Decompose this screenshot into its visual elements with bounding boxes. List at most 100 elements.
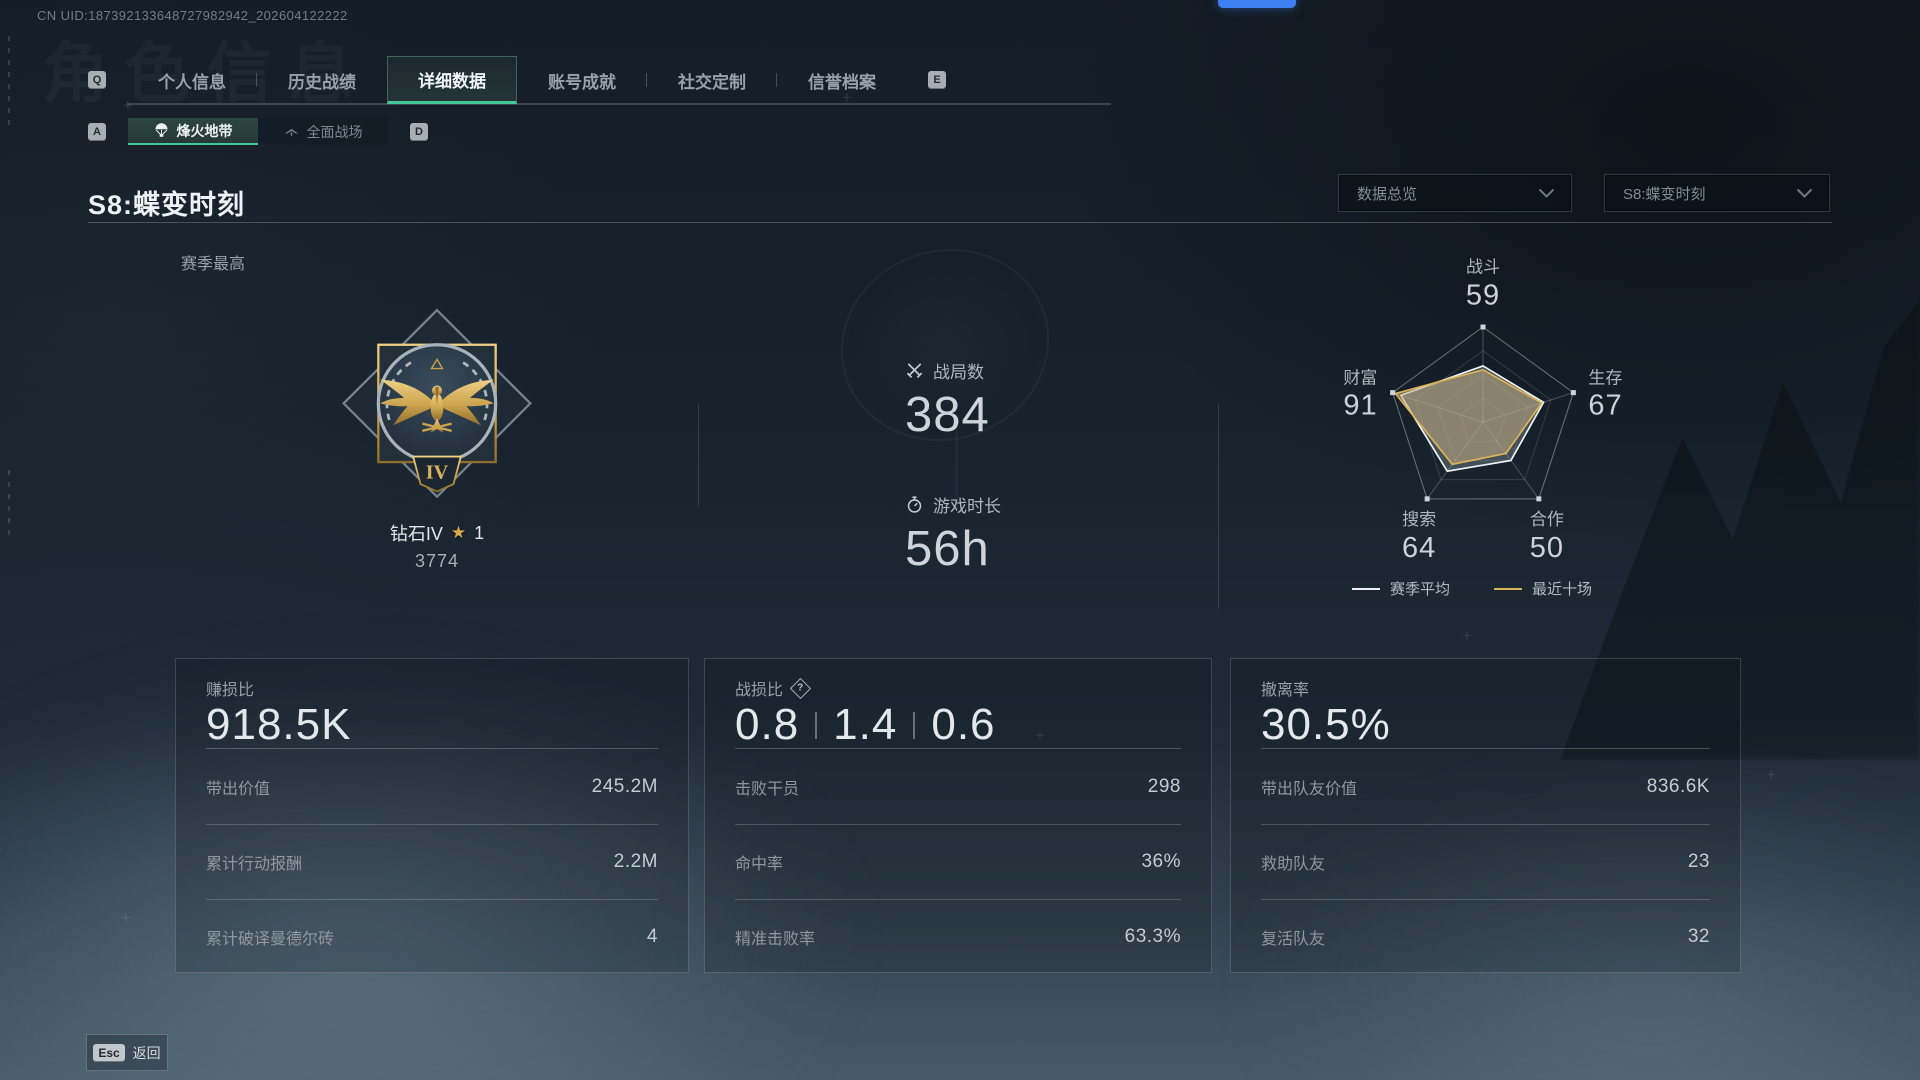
edge-ruler-ticks <box>8 470 10 540</box>
radar-axis-value: 59 <box>1465 279 1501 312</box>
help-glyph: ? <box>797 682 804 694</box>
data-scope-dropdown[interactable]: 数据总览 <box>1338 174 1572 212</box>
stat-row-label: 击败干员 <box>735 780 800 798</box>
tab-2[interactable]: 历史战绩 <box>256 56 387 104</box>
legend-item-2: 最近十场 <box>1494 578 1592 599</box>
stat-row: 带出价值 245.2M <box>206 749 658 824</box>
stat-card-title-text: 撤离率 <box>1261 682 1310 699</box>
stat-row-label: 复活队友 <box>1261 931 1326 948</box>
stat-card-value-part: 0.6 <box>931 700 996 749</box>
rank-tier-numeral: IV <box>426 462 449 484</box>
stat-card-3: 撤离率 30.5% 带出队友价值 836.6K 救助队友 23 复活队友 32 <box>1230 658 1741 973</box>
stat-row-value: 836.6K <box>1646 775 1710 797</box>
stat-row: 救助队友 23 <box>1261 824 1710 899</box>
help-icon[interactable]: ? <box>789 677 812 699</box>
subtab-1[interactable]: 烽火地带 <box>128 118 258 145</box>
stat-row-value: 63.3% <box>1124 926 1181 947</box>
stat-card-title: 战损比? <box>735 676 1181 700</box>
overview-label: 战局数 <box>933 363 984 382</box>
rank-star-count: 1 <box>474 522 485 543</box>
battles-icon <box>906 363 923 379</box>
stat-card-title-text: 战损比 <box>735 682 784 699</box>
legend-line-swatch <box>1494 587 1523 590</box>
radar-legend: 赛季平均 最近十场 <box>1352 578 1592 599</box>
stat-card-rows: 带出队友价值 836.6K 救助队友 23 复活队友 32 <box>1261 749 1710 974</box>
chevron-down-icon <box>1796 188 1813 198</box>
fog-band <box>0 740 1920 1080</box>
subtab-2[interactable]: 全面战场 <box>258 118 388 145</box>
mode-tab-bar: A 烽火地带 全面战场 D <box>88 118 428 145</box>
stat-card-title-text: 赚损比 <box>206 682 255 699</box>
overview-item-1: 战局数 384 <box>905 358 990 443</box>
tab-5[interactable]: 社交定制 <box>646 56 777 104</box>
decorative-plus-mark: + <box>123 96 133 115</box>
stopwatch-icon <box>907 496 922 513</box>
stat-row-label: 命中率 <box>735 856 784 873</box>
esc-keycap: Esc <box>93 1043 125 1062</box>
stat-card-value: 0.8 1.4 0.6 <box>735 703 1181 747</box>
tab-1[interactable]: 个人信息 <box>127 56 257 104</box>
radar-axis-value: 91 <box>1343 389 1378 422</box>
stat-row-value: 23 <box>1687 851 1710 872</box>
radar-axis-2: 生存 67 <box>1588 368 1623 422</box>
stat-row-label: 带出队友价值 <box>1261 780 1358 798</box>
stat-card-value: 918.5K <box>206 703 658 747</box>
tab-3[interactable]: 详细数据 <box>387 56 517 104</box>
season-dropdown[interactable]: S8:蝶变时刻 <box>1604 174 1830 212</box>
key-hint-e: E <box>928 71 946 89</box>
stat-card-value-part: 1.4 <box>833 700 898 749</box>
stat-row: 带出队友价值 836.6K <box>1261 749 1710 824</box>
legend-line-swatch <box>1352 587 1380 590</box>
stat-row: 累计破译曼德尔砖 4 <box>206 899 658 974</box>
edge-ruler-ticks <box>8 36 10 132</box>
stat-card-value: 30.5% <box>1261 703 1710 747</box>
legend-item-1: 赛季平均 <box>1352 578 1450 599</box>
player-uid: CN UID:187392133648727982942_20260412222… <box>37 8 348 23</box>
parachute-icon <box>155 123 167 137</box>
tab-6[interactable]: 信誉档案 <box>776 56 907 104</box>
overview-value: 384 <box>905 388 990 442</box>
tab-separator <box>256 73 257 87</box>
overview-item-2: 游戏时长 56h <box>905 492 1001 577</box>
stat-card-value-part: 918.5K <box>206 700 352 749</box>
value-separator <box>815 711 818 739</box>
decorative-plus-mark: + <box>1462 626 1472 645</box>
stat-card-value-part: 0.8 <box>735 700 800 749</box>
stat-row-value: 2.2M <box>613 851 658 872</box>
stat-card-header: 撤离率 30.5% <box>1261 659 1710 749</box>
stats-radar-chart: 战斗 59 生存 67 合作 50 搜索 64 财富 91 <box>1333 258 1633 564</box>
top-notification-button[interactable] <box>1218 0 1296 8</box>
rank-score: 3774 <box>414 551 460 571</box>
radar-axis-name: 合作 <box>1529 509 1564 529</box>
key-hint-q: Q <box>88 71 106 89</box>
stat-row: 累计行动报酬 2.2M <box>206 824 658 899</box>
tab-label: 个人信息 <box>158 72 226 92</box>
rank-badge: IV <box>327 292 547 524</box>
back-button[interactable]: Esc 返回 <box>86 1034 168 1071</box>
radar-axis-1: 战斗 59 <box>1465 258 1501 312</box>
subtab-label: 烽火地带 <box>176 122 233 139</box>
star-icon: ★ <box>450 523 467 542</box>
stat-row-value: 32 <box>1687 926 1710 947</box>
radar-axis-name: 生存 <box>1588 368 1623 388</box>
stat-card-2: 战损比? 0.8 1.4 0.6 击败干员 298 命中率 36% 精准击败率 63.3% <box>704 658 1212 973</box>
tab-label: 社交定制 <box>678 72 746 92</box>
key-hint-a: A <box>88 122 106 141</box>
main-tab-bar: Q 个人信息 历史战绩 详细数据 账号成就 社交定制 信誉档案 E <box>88 56 1111 105</box>
stat-card-rows: 击败干员 298 命中率 36% 精准击败率 63.3% <box>735 749 1181 974</box>
radar-axis-value: 67 <box>1588 389 1623 422</box>
overview-value: 56h <box>905 522 990 576</box>
wings-icon <box>284 129 298 136</box>
tab-label: 账号成就 <box>548 72 616 92</box>
page-title: S8:蝶变时刻 <box>88 190 246 220</box>
radar-axis-value: 50 <box>1529 531 1564 564</box>
key-hint-d: D <box>410 122 428 141</box>
stat-card-value-part: 30.5% <box>1261 700 1391 749</box>
rank-name: 钻石IV <box>389 524 443 544</box>
chevron-down-icon <box>1538 188 1555 198</box>
tab-4[interactable]: 账号成就 <box>517 56 647 104</box>
rank-name-row: 钻石IV ★ 1 <box>287 520 587 546</box>
tab-separator <box>776 73 777 87</box>
